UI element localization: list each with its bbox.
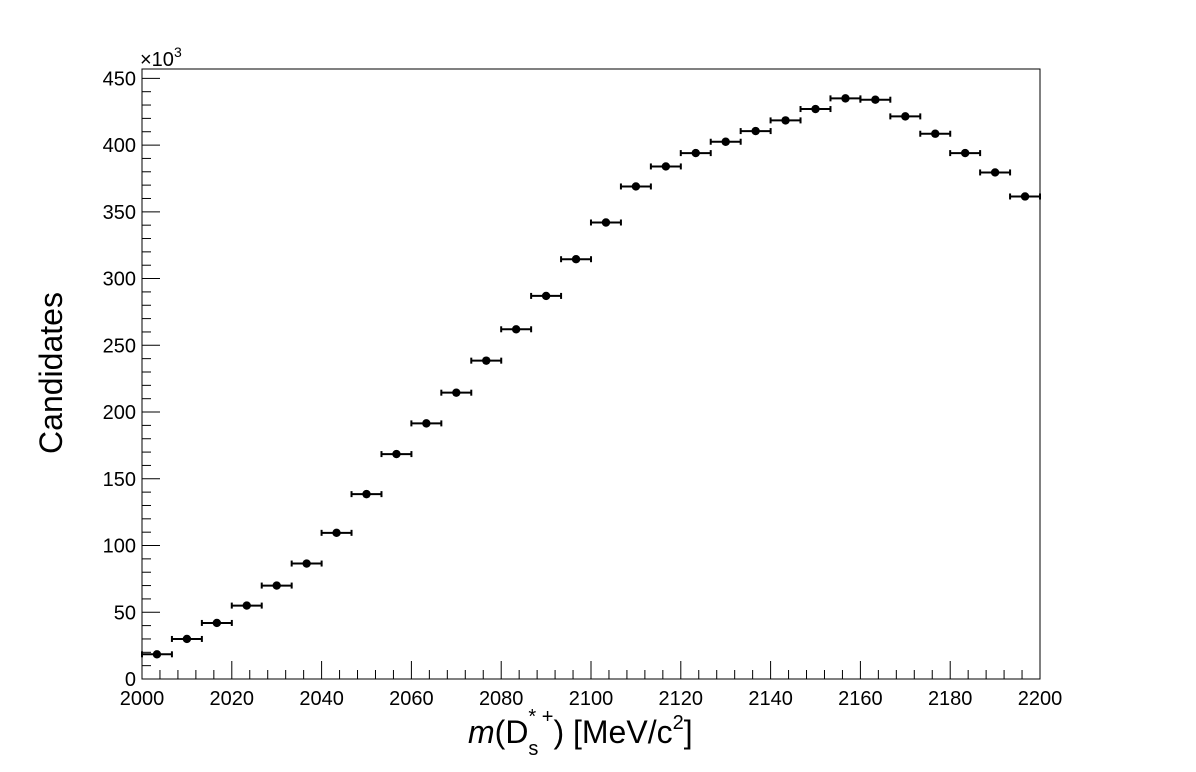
point-marker <box>811 104 820 114</box>
y-tick-label: 200 <box>103 402 136 424</box>
point-marker <box>482 356 491 365</box>
point-marker <box>901 112 910 121</box>
point-marker <box>871 95 880 104</box>
point-marker <box>781 116 790 125</box>
data-point <box>799 104 832 114</box>
point-marker <box>392 449 401 459</box>
x-tick-label: 2160 <box>838 688 883 710</box>
x-axis-title-open: (D <box>495 714 529 750</box>
data-point <box>320 528 353 538</box>
point-marker <box>452 388 461 397</box>
data-point <box>470 356 503 365</box>
data-point <box>709 137 742 146</box>
y-tick-label: 150 <box>103 469 136 491</box>
point-marker <box>182 634 192 644</box>
point-marker <box>931 129 940 138</box>
y-multiplier-exponent: 3 <box>174 44 182 60</box>
data-point <box>829 94 862 103</box>
axis-ticks <box>141 77 1041 680</box>
y-tick-label: 250 <box>103 335 136 357</box>
point-marker <box>661 162 671 171</box>
y-multiplier-base: ×10 <box>140 49 174 71</box>
point-marker <box>511 325 521 334</box>
x-tick-label: 2120 <box>659 688 704 710</box>
x-axis-title-sup: * + <box>528 706 553 728</box>
point-marker <box>362 489 371 499</box>
data-point <box>979 168 1012 177</box>
data-point <box>649 162 682 171</box>
data-point <box>1009 192 1041 201</box>
point-marker <box>691 148 700 158</box>
data-point <box>141 650 173 659</box>
data-point <box>500 325 533 334</box>
data-point <box>919 129 952 138</box>
data-point <box>200 618 233 628</box>
point-marker <box>422 419 431 428</box>
point-marker <box>272 581 281 590</box>
data-point <box>889 112 922 121</box>
data-point <box>530 291 563 301</box>
x-tick-label: 2000 <box>120 688 165 710</box>
data-point <box>260 581 293 590</box>
point-marker <box>571 255 581 264</box>
point-marker <box>1020 192 1030 201</box>
y-axis-title: Candidates <box>33 292 69 454</box>
point-marker <box>601 218 611 227</box>
data-point <box>739 126 772 136</box>
point-marker <box>631 182 641 191</box>
point-marker <box>960 148 970 158</box>
x-tick-label: 2040 <box>299 688 344 710</box>
point-marker <box>152 650 162 659</box>
data-point <box>230 601 263 610</box>
y-tick-label: 300 <box>103 269 136 291</box>
point-marker <box>242 601 251 610</box>
x-tick-label: 2140 <box>748 688 793 710</box>
data-point <box>589 218 622 227</box>
x-tick-label: 2100 <box>569 688 614 710</box>
data-point <box>410 419 443 428</box>
data-point <box>380 449 413 459</box>
y-tick-label: 100 <box>103 536 136 558</box>
y-tick-label: 450 <box>103 68 136 90</box>
x-axis-title-close: ) [MeV/c <box>553 714 672 750</box>
data-point <box>350 489 383 499</box>
y-tick-label: 400 <box>103 135 136 157</box>
x-tick-label: 2200 <box>1018 688 1063 710</box>
point-marker <box>541 291 551 301</box>
x-axis-title-sup2: 2 <box>673 712 684 734</box>
data-point <box>949 148 982 158</box>
tick-labels: 2000 2020 2040 2060 2080 2100 2120 2140 2160 2180… <box>103 68 1063 710</box>
point-marker <box>751 126 760 136</box>
x-tick-label: 2020 <box>210 688 255 710</box>
x-axis-title-m: m <box>468 714 495 750</box>
point-marker <box>990 168 1000 177</box>
x-tick-label: 2060 <box>389 688 434 710</box>
data-point <box>170 634 203 644</box>
data-point <box>619 182 652 191</box>
y-tick-label: 0 <box>125 669 136 691</box>
data-point <box>560 255 593 264</box>
data-point <box>440 388 473 397</box>
y-tick-label: 50 <box>114 602 136 624</box>
x-tick-label: 2080 <box>479 688 524 710</box>
point-marker <box>841 94 850 103</box>
point-marker <box>212 618 222 628</box>
x-axis-title-end: ] <box>684 714 693 750</box>
y-multiplier-label: ×103 <box>140 44 182 71</box>
x-tick-label: 2180 <box>928 688 973 710</box>
point-marker <box>302 559 311 568</box>
y-tick-label: 350 <box>103 202 136 224</box>
data-point <box>769 116 802 125</box>
point-marker <box>332 528 341 538</box>
data-point <box>679 148 712 158</box>
point-marker <box>721 137 730 146</box>
data-point <box>290 559 323 568</box>
data-point <box>859 95 892 104</box>
x-axis-title-sub: s <box>528 738 538 760</box>
data-points <box>141 94 1041 659</box>
x-axis-title: m(Ds * +) [MeV/c2] <box>468 706 693 760</box>
